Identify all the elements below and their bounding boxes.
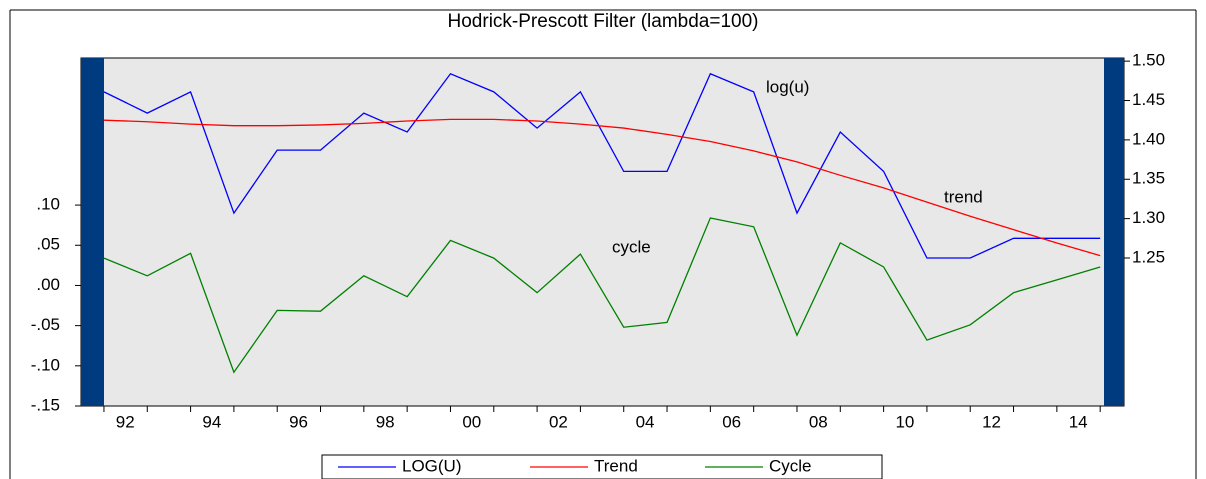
legend: [321, 454, 883, 479]
x-tick-label: 10: [895, 412, 914, 431]
series-line: [103, 118, 1101, 257]
y2-tick-label: 1.25: [1132, 247, 1165, 266]
series-line: [103, 217, 1101, 374]
y-tick-label: -.10: [31, 355, 60, 374]
series-line: [103, 72, 1101, 259]
chart-title: Hodrick-Prescott Filter (lambda=100): [448, 11, 759, 32]
x-tick-label: 94: [202, 412, 221, 431]
x-tick-label: 14: [1069, 412, 1088, 431]
y2-tick-label: 1.30: [1132, 208, 1165, 227]
annotation: trend: [944, 187, 983, 206]
x-tick-label: 06: [722, 412, 741, 431]
x-tick-label: 98: [376, 412, 395, 431]
legend-label: Trend: [594, 456, 638, 475]
right-band: [1104, 58, 1124, 406]
y2-tick-label: 1.40: [1132, 129, 1165, 148]
annotation: log(u): [766, 77, 809, 96]
x-tick-label: 04: [636, 412, 655, 431]
x-tick-label: 00: [462, 412, 481, 431]
legend-label: Cycle: [769, 456, 812, 475]
y2-tick-label: 1.50: [1132, 51, 1165, 70]
y-tick-label: -.05: [31, 315, 60, 334]
y-tick-label: -.15: [31, 395, 60, 414]
x-tick-label: 96: [289, 412, 308, 431]
y2-tick-label: 1.45: [1132, 90, 1165, 109]
x-tick-label: 08: [809, 412, 828, 431]
annotation: cycle: [612, 237, 651, 256]
x-tick-label: 02: [549, 412, 568, 431]
legend-label: LOG(U): [402, 456, 462, 475]
y-tick-label: .00: [36, 275, 60, 294]
y-tick-label: .05: [36, 235, 60, 254]
x-tick-label: 12: [982, 412, 1001, 431]
x-tick-label: 92: [116, 412, 135, 431]
plot-area: [80, 57, 1125, 407]
y-tick-label: .10: [36, 195, 60, 214]
y2-tick-label: 1.35: [1132, 169, 1165, 188]
left-band: [81, 58, 104, 406]
